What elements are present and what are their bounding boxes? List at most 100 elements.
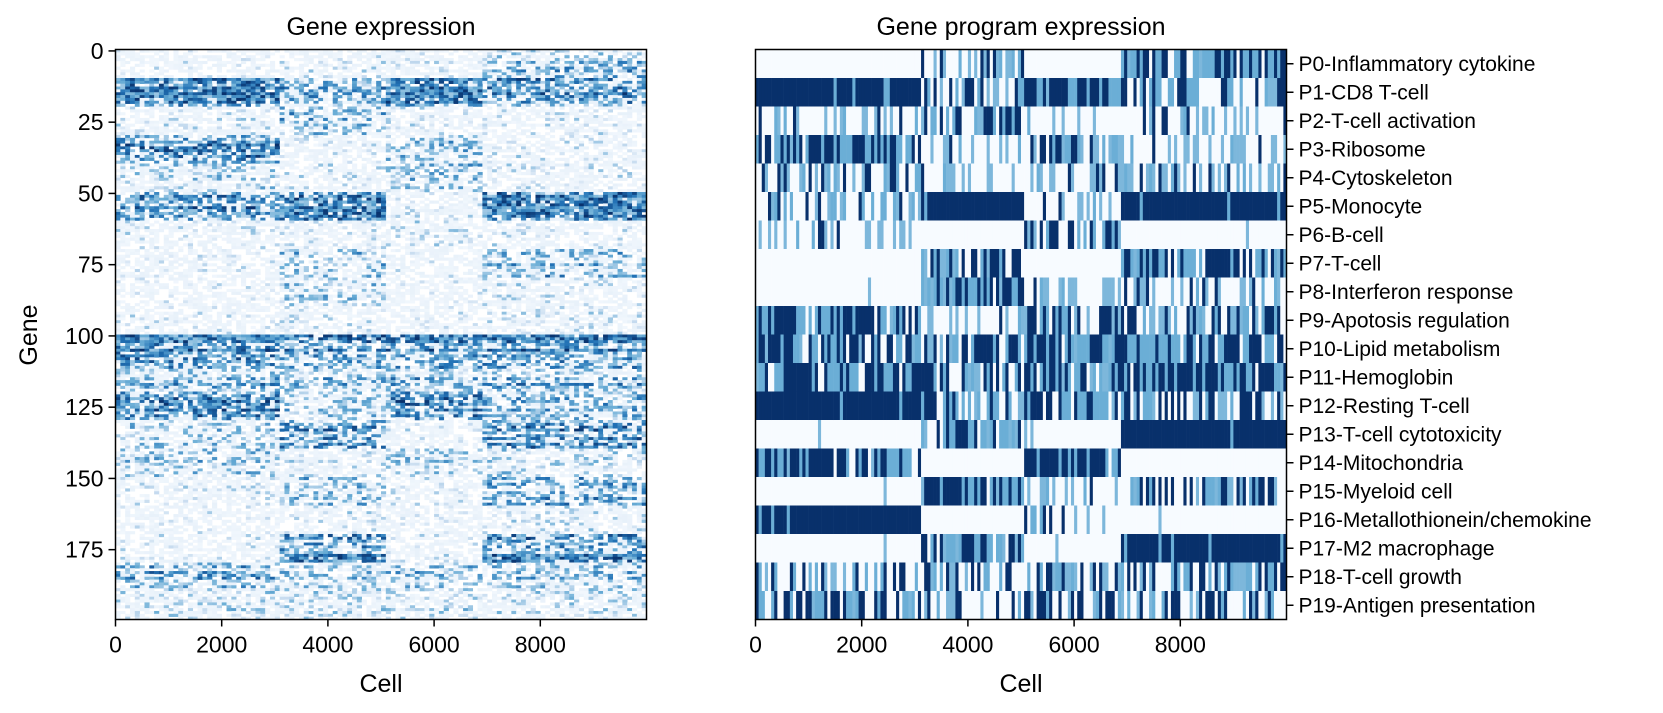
heatmap-cell — [294, 87, 299, 90]
heatmap-cell — [603, 135, 608, 138]
heatmap-cell — [265, 186, 270, 189]
heatmap-cell — [410, 158, 415, 161]
heatmap-cell — [497, 112, 502, 115]
heatmap-cell — [482, 144, 487, 147]
heatmap-cell — [313, 132, 318, 135]
heatmap-cell — [439, 107, 444, 110]
heatmap-cell — [357, 55, 362, 58]
heatmap-cell — [227, 112, 232, 115]
heatmap-cell — [217, 132, 222, 135]
heatmap-cell — [231, 101, 236, 104]
heatmap-cell — [593, 206, 598, 209]
heatmap-cell — [154, 52, 159, 55]
heatmap-cell — [164, 109, 169, 112]
heatmap-cell — [410, 215, 415, 218]
heatmap-cell — [381, 146, 386, 149]
heatmap-cell — [555, 115, 560, 118]
heatmap-cell — [236, 166, 241, 169]
heatmap-cell — [154, 181, 159, 184]
heatmap-cell — [338, 195, 343, 198]
heatmap-cell — [164, 81, 169, 84]
heatmap-cell — [579, 195, 584, 198]
heatmap-cell — [169, 215, 174, 218]
heatmap-cell — [502, 121, 507, 124]
heatmap-cell — [622, 158, 627, 161]
heatmap-cell — [434, 58, 439, 61]
heatmap-cell — [236, 115, 241, 118]
heatmap-cell — [391, 183, 396, 186]
heatmap-cell — [289, 98, 294, 101]
heatmap-cell — [584, 72, 589, 75]
heatmap-cell — [444, 181, 449, 184]
heatmap-cell — [169, 206, 174, 209]
heatmap-cell — [439, 121, 444, 124]
heatmap-cell — [487, 203, 492, 206]
heatmap-cell — [376, 64, 381, 67]
heatmap-cell — [521, 181, 526, 184]
heatmap-cell — [328, 72, 333, 75]
heatmap-cell — [246, 87, 251, 90]
heatmap-cell — [231, 141, 236, 144]
heatmap-cell — [535, 101, 540, 104]
heatmap-cell — [603, 192, 608, 195]
heatmap-cell — [270, 209, 275, 212]
heatmap-cell — [613, 78, 618, 81]
heatmap-cell — [468, 112, 473, 115]
heatmap-cell — [154, 144, 159, 147]
heatmap-cell — [458, 55, 463, 58]
heatmap-cell — [309, 169, 314, 172]
heatmap-cell — [246, 55, 251, 58]
heatmap-cell — [420, 112, 425, 115]
heatmap-cell — [535, 95, 540, 98]
heatmap-cell — [241, 195, 246, 198]
heatmap-cell — [589, 164, 594, 167]
heatmap-cell — [164, 69, 169, 72]
heatmap-cell — [294, 166, 299, 169]
heatmap-cell — [579, 209, 584, 212]
heatmap-cell — [516, 198, 521, 201]
heatmap-cell — [342, 75, 347, 78]
heatmap-cell — [569, 104, 574, 107]
heatmap-cell — [381, 203, 386, 206]
heatmap-cell — [251, 58, 256, 61]
heatmap-cell — [569, 138, 574, 141]
heatmap-cell — [637, 89, 642, 92]
heatmap-cell — [560, 75, 565, 78]
heatmap-cell — [545, 118, 550, 121]
heatmap-cell — [579, 89, 584, 92]
heatmap-cell — [405, 101, 410, 104]
heatmap-cell — [415, 52, 420, 55]
heatmap-cell — [482, 64, 487, 67]
heatmap-cell — [555, 175, 560, 178]
heatmap-cell — [535, 92, 540, 95]
heatmap-cell — [154, 215, 159, 218]
heatmap-cell — [289, 166, 294, 169]
heatmap-cell — [323, 209, 328, 212]
heatmap-cell — [116, 112, 121, 115]
heatmap-cell — [521, 152, 526, 155]
heatmap-cell — [478, 169, 483, 172]
heatmap-cell — [173, 158, 178, 161]
heatmap-cell — [159, 81, 164, 84]
heatmap-cell — [328, 181, 333, 184]
heatmap-cell — [526, 61, 531, 64]
heatmap-cell — [564, 126, 569, 129]
heatmap-cell — [231, 189, 236, 192]
heatmap-cell — [212, 81, 217, 84]
heatmap-cell — [241, 126, 246, 129]
heatmap-cell — [333, 81, 338, 84]
heatmap-cell — [251, 115, 256, 118]
heatmap-cell — [545, 61, 550, 64]
heatmap-cell — [550, 218, 555, 221]
heatmap-cell — [130, 158, 135, 161]
heatmap-cell — [173, 126, 178, 129]
heatmap-cell — [260, 183, 265, 186]
heatmap-cell — [338, 121, 343, 124]
heatmap-cell — [188, 144, 193, 147]
heatmap-cell — [193, 203, 198, 206]
heatmap-cell — [637, 87, 642, 90]
heatmap-cell — [608, 209, 613, 212]
heatmap-cell — [270, 212, 275, 215]
heatmap-cell — [376, 189, 381, 192]
heatmap-cell — [569, 218, 574, 221]
